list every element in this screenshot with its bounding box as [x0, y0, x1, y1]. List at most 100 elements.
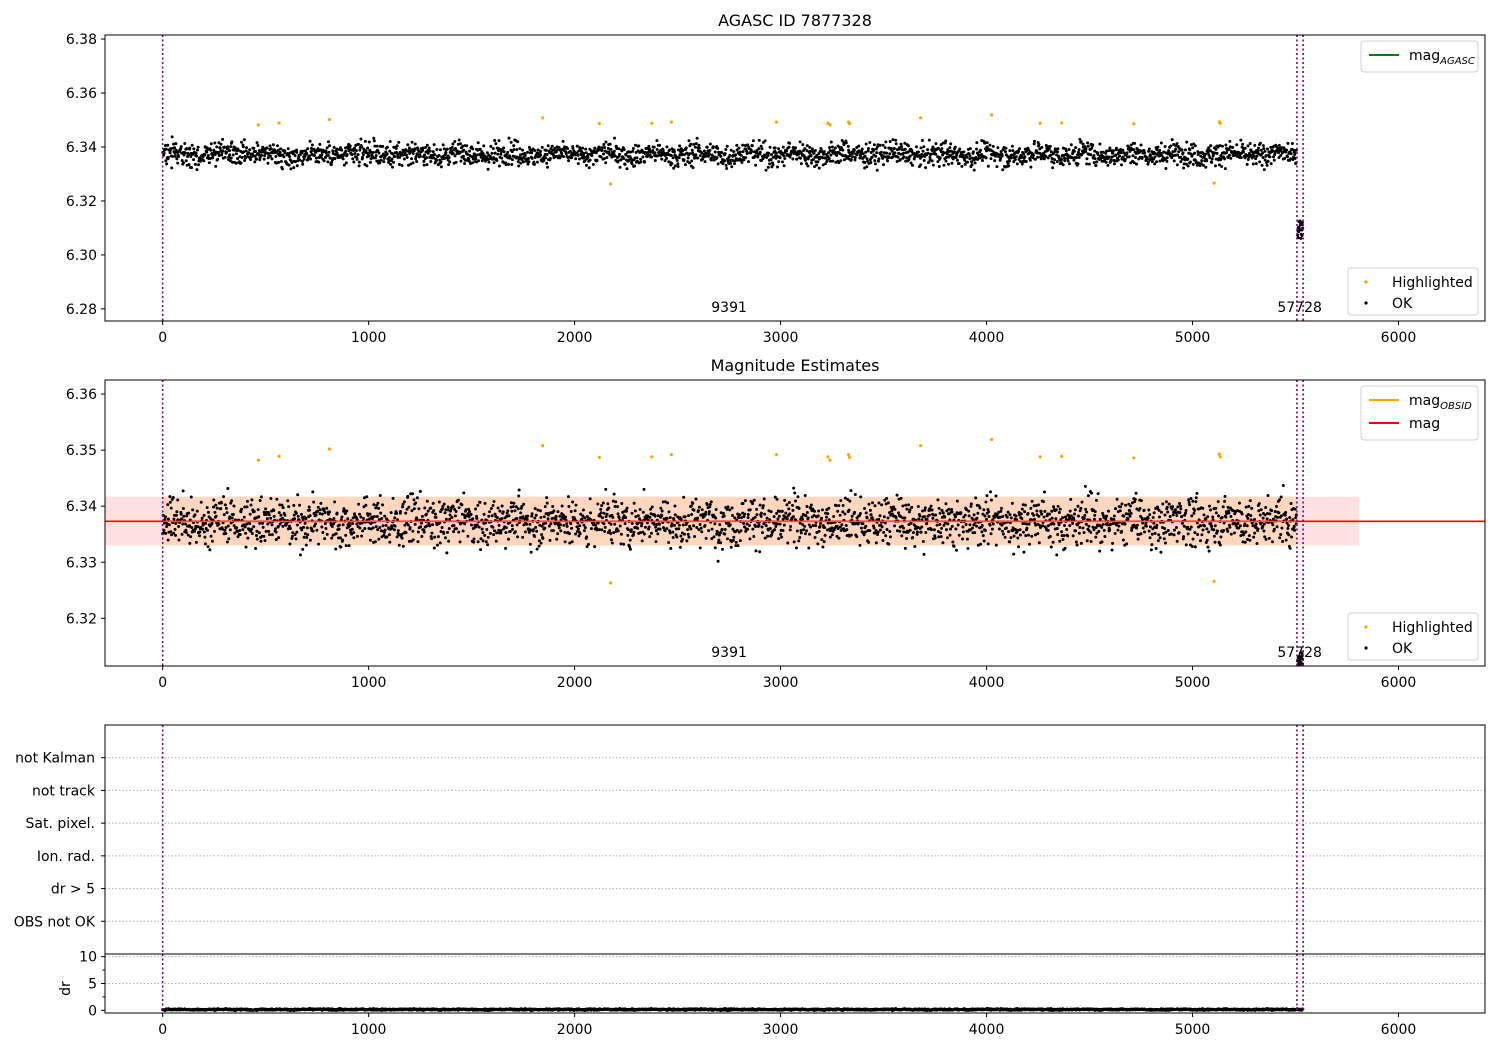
- ok-point: [1153, 531, 1157, 535]
- ok-point: [778, 522, 782, 526]
- ok-point: [861, 522, 865, 526]
- ok-point: [591, 162, 595, 166]
- ok-point: [372, 515, 376, 519]
- ok-point: [1080, 500, 1084, 504]
- ok-point: [649, 531, 653, 535]
- ok-point: [956, 523, 960, 527]
- ok-point: [1018, 147, 1022, 151]
- ok-point: [364, 503, 368, 507]
- ok-point: [893, 151, 897, 155]
- ok-point: [288, 155, 292, 159]
- ok-point: [1241, 142, 1245, 146]
- ok-point: [586, 542, 590, 546]
- ok-point: [971, 526, 975, 530]
- ok-point: [1016, 536, 1020, 540]
- ok-point: [1008, 540, 1012, 544]
- ok-point: [458, 540, 462, 544]
- ok-point: [400, 163, 404, 167]
- ok-point: [830, 533, 834, 537]
- ok-point: [330, 160, 334, 164]
- ok-point: [600, 528, 604, 532]
- ok-point: [882, 515, 886, 519]
- ok-point: [720, 527, 724, 531]
- ok-point: [445, 530, 449, 534]
- ok-point: [429, 160, 433, 164]
- ok-point: [843, 512, 847, 516]
- ok-point: [1182, 524, 1186, 528]
- ok-point: [904, 503, 908, 507]
- ok-point: [984, 517, 988, 521]
- ok-point: [1112, 162, 1116, 166]
- ok-point: [1010, 501, 1014, 505]
- ok-point: [270, 157, 274, 161]
- ok-point: [442, 502, 446, 506]
- ok-point: [626, 528, 630, 532]
- ok-point: [604, 140, 608, 144]
- ok-point: [291, 152, 295, 156]
- ok-point: [588, 497, 592, 501]
- ok-point: [969, 502, 973, 506]
- ok-point: [781, 529, 785, 533]
- ok-point: [1023, 510, 1027, 514]
- ok-point: [314, 513, 318, 517]
- ok-point: [1189, 525, 1193, 529]
- ok-point: [759, 514, 763, 518]
- ok-point: [1289, 152, 1293, 156]
- ok-point: [908, 508, 912, 512]
- ok-point: [447, 527, 451, 531]
- ok-point: [463, 158, 467, 162]
- ok-point: [1232, 531, 1236, 535]
- ok-point: [1022, 152, 1026, 156]
- ok-point: [673, 513, 677, 517]
- ok-point: [1256, 149, 1260, 153]
- ok-point: [430, 537, 434, 541]
- ok-point: [1063, 159, 1067, 163]
- ok-point: [580, 150, 584, 154]
- ok-point: [266, 156, 270, 160]
- ok-point: [844, 141, 848, 145]
- ok-point: [295, 530, 299, 534]
- ok-point: [1222, 528, 1226, 532]
- ok-point: [729, 545, 733, 549]
- ok-point: [1201, 163, 1205, 167]
- ok-point: [657, 522, 661, 526]
- ok-point: [1206, 515, 1210, 519]
- ok-point: [999, 156, 1003, 160]
- ok-point: [707, 510, 711, 514]
- ok-point: [569, 522, 573, 526]
- ok-point: [250, 527, 254, 531]
- ok-point: [1071, 534, 1075, 538]
- ok-point: [397, 543, 401, 547]
- ok-point: [738, 150, 742, 154]
- ok-point: [630, 511, 634, 515]
- ok-point: [340, 515, 344, 519]
- ok-point: [257, 515, 261, 519]
- ok-point: [798, 535, 802, 539]
- ok-point: [205, 150, 209, 154]
- ok-point: [454, 509, 458, 513]
- ok-point: [301, 162, 305, 166]
- ok-point: [210, 539, 214, 543]
- ok-point: [1069, 514, 1073, 518]
- ok-point: [671, 530, 675, 534]
- ok-point: [692, 508, 696, 512]
- ok-point: [676, 164, 680, 168]
- ok-point: [1110, 548, 1114, 552]
- ok-point: [1120, 529, 1124, 533]
- ok-point: [953, 145, 957, 149]
- ok-point: [1211, 515, 1215, 519]
- ok-point: [1147, 147, 1151, 151]
- ok-point: [584, 163, 588, 167]
- ok-point: [354, 149, 358, 153]
- ok-point: [356, 142, 360, 146]
- ok-point: [1214, 506, 1218, 510]
- ok-point: [581, 146, 585, 150]
- ok-point: [716, 530, 720, 534]
- ok-point: [1239, 138, 1243, 142]
- ok-point: [1032, 142, 1036, 146]
- ok-point: [617, 147, 621, 151]
- highlighted-point: [669, 120, 674, 124]
- ok-point: [1011, 149, 1015, 153]
- ok-point: [1243, 146, 1247, 150]
- ok-point: [689, 142, 693, 146]
